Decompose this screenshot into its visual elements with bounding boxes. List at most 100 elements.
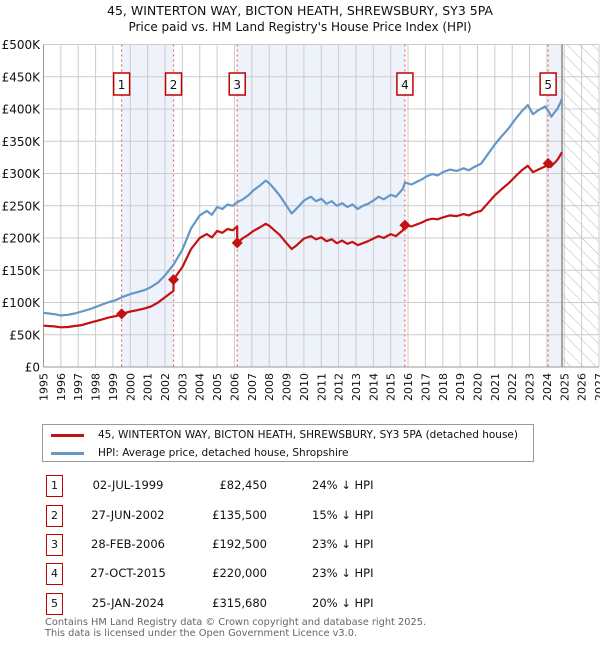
transaction-number-badge: 3 bbox=[46, 534, 63, 556]
sale-number-box bbox=[228, 72, 246, 96]
sale-marker bbox=[399, 219, 411, 231]
page-title: 45, WINTERTON WAY, BICTON HEATH, SHREWSB… bbox=[107, 3, 493, 18]
legend-label-hpi: HPI: Average price, detached house, Shro… bbox=[98, 447, 349, 459]
x-tick-label: 1995 bbox=[38, 373, 51, 401]
x-tick-label: 2007 bbox=[246, 373, 259, 401]
future-hatch-region bbox=[562, 44, 599, 367]
transaction-price: £192,500 bbox=[212, 537, 267, 551]
transaction-price: £82,450 bbox=[219, 478, 267, 492]
y-tick-label: £200K bbox=[2, 232, 42, 246]
sale-number-label: 2 bbox=[170, 78, 178, 92]
x-tick-label: 1996 bbox=[55, 373, 68, 401]
legend-item-hpi: HPI: Average price, detached house, Shro… bbox=[51, 444, 348, 462]
x-tick-label: 2001 bbox=[142, 373, 155, 401]
transaction-price: £135,500 bbox=[212, 508, 267, 522]
transaction-vs-hpi: 20% ↓ HPI bbox=[312, 596, 374, 610]
sale-number-label: 4 bbox=[401, 78, 409, 92]
sale-marker bbox=[116, 308, 128, 320]
chart-legend: 45, WINTERTON WAY, BICTON HEATH, SHREWSB… bbox=[42, 424, 534, 462]
transaction-price: £220,000 bbox=[212, 566, 267, 580]
x-tick-label: 2005 bbox=[211, 373, 224, 401]
x-tick-label: 2015 bbox=[385, 373, 398, 401]
x-tick-label: 2024 bbox=[541, 373, 554, 401]
x-tick-label: 2021 bbox=[489, 373, 502, 401]
x-tick-label: 2022 bbox=[506, 373, 519, 401]
y-tick-label: £100K bbox=[2, 296, 42, 310]
x-tick-label: 2002 bbox=[159, 373, 172, 401]
y-tick-label: £500K bbox=[2, 38, 42, 52]
sale-marker bbox=[168, 274, 180, 286]
transaction-price: £315,680 bbox=[212, 596, 267, 610]
sale-number-box bbox=[396, 72, 414, 96]
y-tick-label: £150K bbox=[2, 264, 42, 278]
transaction-number-badge: 5 bbox=[46, 593, 63, 615]
x-tick-label: 2016 bbox=[402, 373, 415, 401]
sale-number-box bbox=[539, 72, 557, 96]
sale-marker bbox=[231, 237, 243, 249]
footer-licence: This data is licensed under the Open Gov… bbox=[45, 628, 358, 639]
y-tick-label: £0 bbox=[25, 361, 40, 375]
footer-copyright: Contains HM Land Registry data © Crown c… bbox=[45, 617, 427, 628]
transaction-date: 28-FEB-2006 bbox=[91, 537, 165, 551]
x-tick-label: 2003 bbox=[176, 373, 189, 401]
x-tick-label: 2010 bbox=[298, 373, 311, 401]
x-tick-label: 2023 bbox=[524, 373, 537, 401]
legend-item-property: 45, WINTERTON WAY, BICTON HEATH, SHREWSB… bbox=[51, 426, 518, 444]
transaction-row: 4 27-OCT-2015 £220,000 23% ↓ HPI bbox=[0, 563, 600, 587]
x-tick-label: 2006 bbox=[228, 373, 241, 401]
y-tick-label: £350K bbox=[2, 135, 42, 149]
transaction-row: 2 27-JUN-2002 £135,500 15% ↓ HPI bbox=[0, 505, 600, 529]
sale-number-label: 1 bbox=[118, 78, 126, 92]
x-tick-label: 1999 bbox=[107, 373, 120, 401]
x-tick-label: 1997 bbox=[72, 373, 85, 401]
transaction-number-badge: 2 bbox=[46, 505, 63, 527]
sale-number-box bbox=[164, 72, 183, 96]
x-tick-label: 2009 bbox=[281, 373, 294, 401]
y-tick-label: £250K bbox=[2, 199, 42, 213]
x-tick-label: 2012 bbox=[333, 373, 346, 401]
x-tick-label: 2014 bbox=[367, 373, 380, 401]
x-tick-label: 2011 bbox=[315, 373, 328, 401]
transaction-row: 3 28-FEB-2006 £192,500 23% ↓ HPI bbox=[0, 534, 600, 558]
x-tick-label: 2017 bbox=[419, 373, 432, 401]
x-tick-label: 2026 bbox=[576, 373, 589, 401]
x-tick-label: 2020 bbox=[471, 373, 484, 401]
x-tick-label: 2000 bbox=[124, 373, 137, 401]
price-chart: 1 2 3 4 5 £0 £50K £100K £150K £200K £250K £300K £350… bbox=[2, 38, 600, 401]
transaction-date: 27-JUN-2002 bbox=[91, 508, 165, 522]
sale-number-box bbox=[112, 72, 131, 96]
transaction-date: 25-JAN-2024 bbox=[91, 596, 165, 610]
sale-number-label: 3 bbox=[233, 78, 241, 92]
x-tick-label: 1998 bbox=[90, 373, 103, 401]
sale-marker bbox=[542, 157, 554, 169]
x-tick-label: 2013 bbox=[350, 373, 363, 401]
transaction-number-badge: 4 bbox=[46, 563, 63, 585]
transaction-row: 1 02-JUL-1999 £82,450 24% ↓ HPI bbox=[0, 475, 600, 499]
page-subtitle: Price paid vs. HM Land Registry's House … bbox=[128, 20, 472, 34]
transaction-vs-hpi: 15% ↓ HPI bbox=[312, 508, 374, 522]
hpi-line-swatch-icon bbox=[51, 451, 84, 455]
legend-label-property: 45, WINTERTON WAY, BICTON HEATH, SHREWSB… bbox=[98, 429, 518, 441]
transaction-date: 02-JUL-1999 bbox=[92, 478, 164, 492]
x-tick-label: 2008 bbox=[263, 373, 276, 401]
x-tick-label: 2027 bbox=[593, 373, 600, 401]
x-tick-label: 2025 bbox=[558, 373, 571, 401]
transaction-row: 5 25-JAN-2024 £315,680 20% ↓ HPI bbox=[0, 593, 600, 617]
sale-number-label: 5 bbox=[544, 78, 552, 92]
y-tick-label: £300K bbox=[2, 167, 42, 181]
y-tick-label: £400K bbox=[2, 103, 42, 117]
property-line bbox=[43, 151, 563, 329]
y-tick-label: £450K bbox=[2, 70, 42, 84]
transaction-vs-hpi: 23% ↓ HPI bbox=[312, 537, 374, 551]
y-tick-label: £50K bbox=[9, 328, 41, 342]
x-tick-label: 2004 bbox=[194, 373, 207, 401]
transaction-date: 27-OCT-2015 bbox=[90, 566, 166, 580]
transaction-vs-hpi: 24% ↓ HPI bbox=[312, 478, 374, 492]
transaction-vs-hpi: 23% ↓ HPI bbox=[312, 566, 374, 580]
property-line-swatch-icon bbox=[51, 433, 84, 437]
x-tick-label: 2018 bbox=[437, 373, 450, 401]
hpi-line bbox=[43, 98, 564, 317]
transaction-number-badge: 1 bbox=[46, 475, 63, 497]
x-tick-label: 2019 bbox=[454, 373, 467, 401]
